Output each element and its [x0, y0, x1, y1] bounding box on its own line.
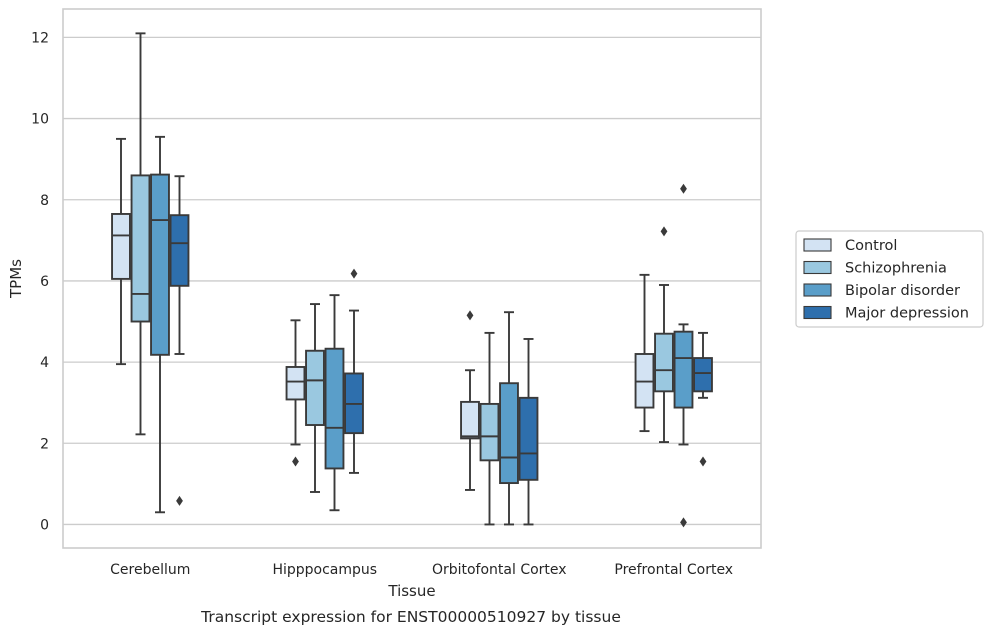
box-iqr [111, 213, 131, 280]
figure-caption: Transcript expression for ENST0000051092… [200, 608, 621, 626]
outlier-point [680, 183, 687, 194]
legend-box [795, 230, 984, 328]
x-tick-label: Cerebellum [110, 562, 190, 578]
box-plot [305, 303, 325, 493]
box-plots [111, 32, 713, 528]
box-plot [479, 331, 500, 526]
box-iqr [499, 382, 519, 485]
box-iqr [693, 357, 713, 393]
box-plot [324, 294, 345, 512]
box-iqr [150, 173, 170, 356]
x-tick-label: Prefrontal Cortex [614, 562, 733, 578]
box-plot [654, 226, 674, 444]
legend-label: Control [845, 238, 897, 254]
outlier-point [292, 456, 299, 467]
box-iqr [673, 330, 694, 409]
x-axis-ticks: Cerebellum Hipppocampus Orbitofontal Corte… [110, 562, 733, 578]
box-iqr [324, 347, 345, 470]
box-plot [150, 135, 170, 514]
y-tick-label: 8 [40, 193, 49, 209]
outlier-point [466, 310, 474, 321]
box-iqr [130, 174, 151, 323]
y-tick-label: 2 [40, 436, 49, 452]
outlier-point [680, 517, 687, 528]
box-iqr [460, 400, 480, 440]
box-plot [130, 32, 151, 436]
legend-label: Schizophrenia [845, 261, 947, 277]
box-plot [169, 175, 190, 506]
legend: Control Schizophrenia Bipolar disorder Majo… [795, 230, 984, 328]
box-plot [344, 268, 364, 474]
legend-label: Major depression [845, 306, 969, 322]
x-axis-title: Tissue [387, 582, 435, 600]
y-tick-label: 10 [31, 112, 49, 128]
outlier-point [660, 226, 668, 237]
x-tick-label: Orbitofontal Cortex [432, 562, 567, 578]
box-iqr [654, 332, 674, 393]
box-plot [460, 310, 480, 491]
legend-swatch [803, 238, 832, 252]
outlier-point [350, 268, 358, 279]
box-plot [285, 319, 306, 467]
y-tick-label: 6 [40, 274, 49, 290]
y-axis-ticks: 0 2 4 6 8 10 12 [31, 30, 49, 533]
y-axis-title: TPMs [7, 259, 25, 299]
legend-swatch [803, 283, 832, 297]
box-plot [499, 311, 519, 526]
y-tick-label: 12 [31, 30, 49, 46]
box-plot [673, 183, 694, 528]
legend-swatch [803, 260, 832, 275]
box-iqr [305, 349, 325, 426]
outlier-point [699, 456, 707, 467]
box-plot [111, 137, 131, 366]
box-iqr [479, 402, 500, 462]
box-iqr [518, 396, 539, 481]
legend-label: Bipolar disorder [845, 283, 960, 299]
x-tick-label: Hipppocampus [272, 562, 377, 578]
y-tick-label: 0 [40, 517, 49, 533]
box-plot [634, 273, 655, 433]
outlier-point [176, 495, 183, 506]
y-tick-label: 4 [40, 355, 49, 371]
legend-swatch [803, 305, 832, 320]
box-iqr [169, 214, 190, 287]
box-plot [518, 338, 539, 526]
box-iqr [285, 366, 306, 401]
box-plot [693, 331, 713, 467]
